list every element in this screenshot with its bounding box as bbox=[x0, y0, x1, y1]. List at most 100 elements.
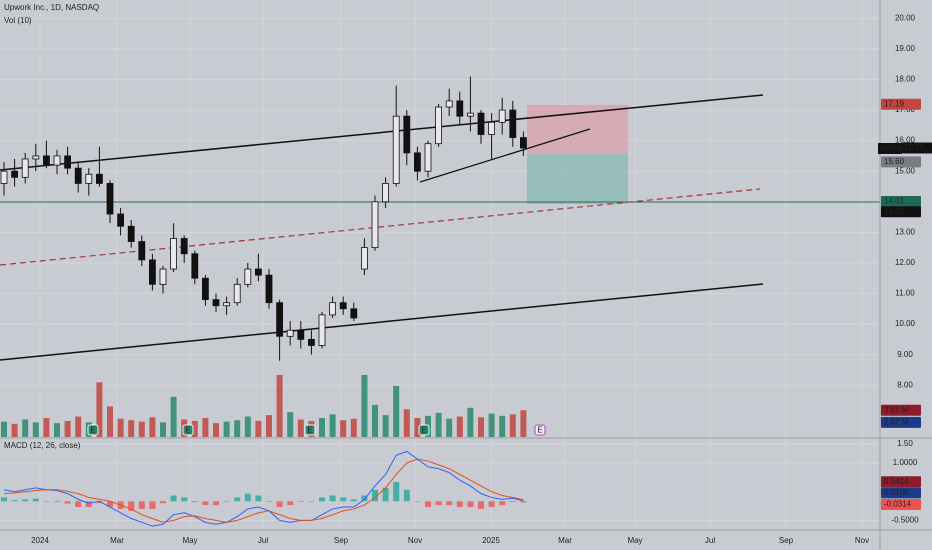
volume-bar bbox=[11, 423, 18, 437]
volume-bar bbox=[138, 421, 145, 437]
candle-body bbox=[96, 173, 103, 184]
volume-bar bbox=[64, 420, 71, 437]
upper-trendline bbox=[0, 94, 764, 171]
earnings-label: E bbox=[421, 426, 426, 435]
x-tick-label: May bbox=[182, 536, 197, 545]
candle-body bbox=[127, 225, 135, 242]
symbol-tag bbox=[878, 143, 902, 154]
earnings-marker bbox=[418, 424, 430, 436]
candle-body bbox=[276, 302, 284, 337]
macd-histogram-bar bbox=[223, 501, 230, 502]
macd-histogram-bar bbox=[160, 501, 166, 504]
macd-histogram-bar bbox=[170, 495, 177, 502]
macd-histogram-bar bbox=[393, 482, 400, 502]
macd-histogram-bar bbox=[520, 501, 527, 503]
volume-bar bbox=[446, 418, 453, 437]
price-tag bbox=[881, 206, 921, 218]
grid bbox=[0, 0, 880, 530]
volume-bar bbox=[170, 396, 177, 437]
volume-bar bbox=[43, 418, 50, 437]
earnings-label: E bbox=[185, 426, 190, 435]
candle-body bbox=[201, 277, 209, 301]
volume-bar bbox=[435, 412, 442, 437]
candle-body bbox=[466, 112, 474, 117]
volume-tag-label: 3.67 M bbox=[884, 405, 909, 414]
candle-body bbox=[138, 241, 146, 261]
mid-trendline bbox=[0, 188, 761, 266]
volume-bar bbox=[297, 419, 304, 437]
candle-body bbox=[223, 302, 231, 307]
volume-bar bbox=[128, 420, 135, 437]
price-tag-label: 14.01 bbox=[884, 197, 905, 206]
volume-bar bbox=[350, 418, 357, 437]
volume-bar bbox=[329, 414, 336, 437]
macd-histogram-bar bbox=[43, 501, 50, 502]
candle-body bbox=[424, 143, 432, 172]
macd-histogram-bar bbox=[276, 501, 283, 508]
volume-tag bbox=[881, 404, 921, 416]
macd-histogram-bar bbox=[75, 501, 82, 508]
candle-body bbox=[329, 302, 337, 316]
macd-histogram-bar bbox=[340, 497, 347, 502]
macd-histogram-bar bbox=[361, 495, 368, 502]
y-tick-label: 9.00 bbox=[897, 350, 913, 359]
macd-histogram-bar bbox=[403, 489, 410, 502]
volume-tag bbox=[881, 416, 921, 428]
y-tick-label: 19.00 bbox=[895, 44, 916, 53]
volume-bar bbox=[266, 415, 272, 437]
macd-histogram-bar bbox=[478, 501, 484, 509]
y-tick-label: 8.00 bbox=[897, 380, 913, 389]
volume-bar bbox=[32, 422, 39, 437]
lower-trendline bbox=[0, 283, 764, 361]
candle-body bbox=[233, 283, 241, 304]
volume-bar bbox=[509, 414, 516, 437]
volume-bar bbox=[340, 420, 347, 437]
candle-body bbox=[392, 115, 400, 184]
volume-bar bbox=[478, 417, 484, 437]
macd-line bbox=[3, 450, 524, 527]
macd-histogram-bar bbox=[446, 501, 453, 506]
candle-body bbox=[159, 268, 167, 285]
volume-bar bbox=[520, 410, 527, 437]
price-tag bbox=[902, 142, 932, 154]
candle-body bbox=[0, 170, 8, 184]
candle-body bbox=[445, 100, 453, 108]
macd-histogram-bar bbox=[107, 501, 113, 508]
volume-bar bbox=[202, 418, 209, 437]
y-tick-label: 10.00 bbox=[895, 319, 916, 328]
macd-histogram-bar bbox=[509, 501, 516, 503]
macd-histogram-bar bbox=[11, 500, 18, 502]
candle-body bbox=[43, 155, 50, 166]
short-trendline bbox=[419, 128, 591, 183]
x-tick-label: Mar bbox=[110, 536, 124, 545]
volume-bar bbox=[117, 418, 124, 437]
candle-body bbox=[488, 121, 496, 135]
macd-tick-label: 1.50 bbox=[897, 439, 913, 448]
volume-bar bbox=[223, 421, 230, 437]
macd-tick-label: 1.0000 bbox=[893, 458, 918, 467]
candle-body bbox=[85, 173, 93, 184]
x-tick-label: Jul bbox=[705, 536, 715, 545]
candle-body bbox=[339, 302, 347, 310]
volume-bar bbox=[160, 422, 166, 437]
candle-body bbox=[350, 308, 358, 319]
macd-histogram-bar bbox=[499, 501, 506, 506]
price-tag-label: 15.60 bbox=[884, 157, 905, 166]
candle-body bbox=[286, 329, 294, 337]
price-tag bbox=[881, 156, 921, 168]
x-tick-label: Nov bbox=[408, 536, 422, 545]
candle-body bbox=[74, 167, 82, 184]
volume-bar bbox=[319, 418, 325, 437]
candle-body bbox=[382, 183, 390, 203]
macd-tag-label: 0.0414 bbox=[884, 477, 909, 486]
macd-tag-label: 0.0100 bbox=[884, 488, 909, 497]
price-tag-label: 17.19 bbox=[884, 99, 905, 108]
macd-histogram-bar bbox=[488, 501, 495, 508]
macd-histogram-bar bbox=[414, 501, 421, 502]
y-tick-label: 15.00 bbox=[895, 166, 916, 175]
volume-bar bbox=[456, 416, 463, 437]
volume-bar bbox=[361, 374, 368, 437]
y-tick-label: 20.00 bbox=[895, 13, 916, 22]
x-tick-label: Sep bbox=[779, 536, 794, 545]
volume-bar bbox=[499, 415, 506, 437]
